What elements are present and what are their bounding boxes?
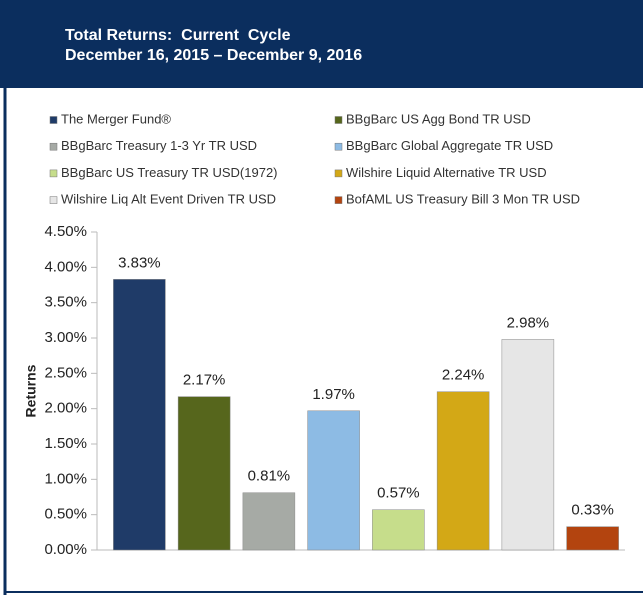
bar [242,492,296,551]
bar [372,509,425,551]
y-tick-label: 1.00% [44,470,87,487]
y-tick-label: 1.50% [44,435,87,452]
legend-swatch [49,116,58,124]
chart-subtitle: December 16, 2015 – December 9, 2016 [65,47,362,64]
y-axis-label: Returns [23,364,39,417]
legend-swatch [334,142,343,151]
y-tick-label: 3.50% [44,294,87,311]
value-label: 2.17% [183,372,226,389]
legend-swatch [49,196,58,204]
legend-swatch [334,169,343,178]
value-label: 2.98% [507,314,550,331]
value-label: 3.83% [118,254,161,271]
legend-swatch [334,196,343,204]
bar [177,396,231,551]
y-tick-label: 0.50% [44,506,87,523]
value-label: 0.33% [571,502,614,519]
legend-label: BBgBarc US Treasury TR USD(1972) [61,165,278,180]
chart-title: Total Returns: Current Cycle [65,27,291,44]
bar [307,410,360,551]
legend-label: BBgBarc Global Aggregate TR USD [346,138,553,153]
y-tick-label: 4.50% [44,223,87,240]
y-tick-label: 0.00% [44,541,87,558]
bar [501,339,555,551]
legend-swatch [49,169,58,178]
bar [566,526,619,551]
legend-label: The Merger Fund® [61,111,171,126]
y-tick-label: 2.50% [44,364,87,381]
legend-swatch [49,142,58,151]
value-label: 1.97% [312,386,355,403]
bar [436,391,490,551]
legend-label: BofAML US Treasury Bill 3 Mon TR USD [346,192,580,207]
y-tick-label: 2.00% [44,400,87,417]
header [0,0,643,88]
y-tick-label: 3.00% [44,329,87,346]
legend-label: BBgBarc Treasury 1-3 Yr TR USD [61,138,257,153]
y-tick-label: 4.00% [44,258,87,275]
value-label: 0.57% [377,485,420,502]
legend-label: Wilshire Liq Alt Event Driven TR USD [61,192,276,207]
legend-label: BBgBarc US Agg Bond TR USD [346,111,531,126]
value-label: 0.81% [248,468,291,485]
value-label: 2.24% [442,367,485,384]
bar [113,279,166,551]
legend-swatch [334,116,343,124]
legend-label: Wilshire Liquid Alternative TR USD [346,165,547,180]
